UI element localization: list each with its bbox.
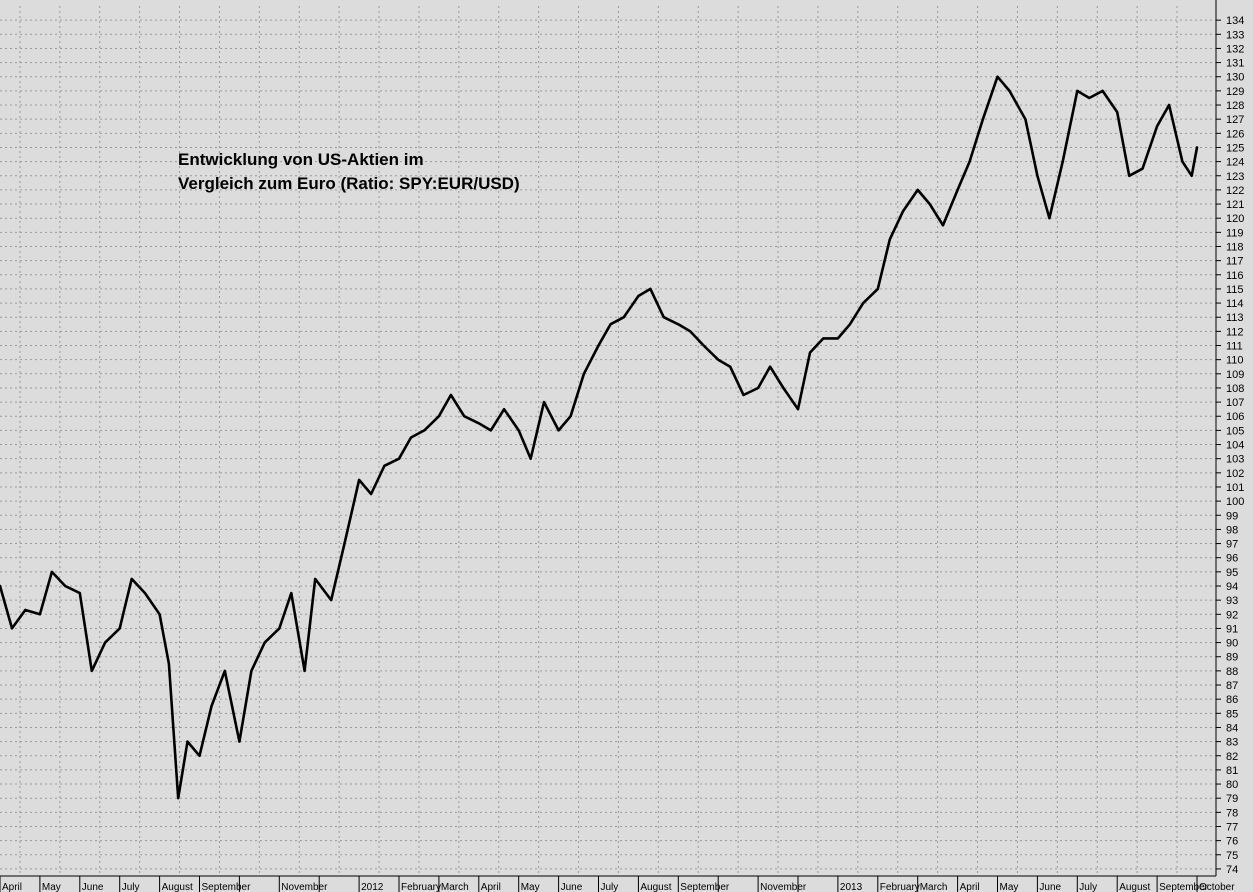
y-tick-label: 109 xyxy=(1226,369,1244,381)
y-tick-label: 126 xyxy=(1226,128,1244,140)
y-tick-label: 102 xyxy=(1226,468,1244,480)
y-tick-label: 100 xyxy=(1226,496,1244,508)
x-tick-label: July xyxy=(1079,882,1097,892)
y-tick-label: 129 xyxy=(1226,86,1244,98)
y-tick-label: 134 xyxy=(1226,15,1244,27)
series-line xyxy=(0,75,1199,800)
x-tick-label: September xyxy=(680,882,730,892)
y-tick-label: 128 xyxy=(1226,100,1244,112)
x-tick-label: February xyxy=(401,882,441,892)
y-tick-label: 84 xyxy=(1226,722,1238,734)
y-tick-label: 81 xyxy=(1226,765,1238,777)
x-axis-ticks: April May June July August September November 2… xyxy=(0,876,1235,892)
y-tick-label: 116 xyxy=(1226,270,1244,282)
y-tick-label: 86 xyxy=(1226,694,1238,706)
y-tick-label: 95 xyxy=(1226,567,1238,579)
chart-title-line-1: Entwicklung von US-Aktien im xyxy=(178,150,424,169)
y-tick-label: 132 xyxy=(1226,43,1244,55)
y-tick-label: 113 xyxy=(1226,312,1244,324)
y-tick-label: 112 xyxy=(1226,326,1244,338)
x-tick-label: November xyxy=(760,882,807,892)
x-tick-label: October xyxy=(1199,882,1235,892)
x-tick-label: May xyxy=(42,882,61,892)
y-tick-label: 123 xyxy=(1226,171,1244,183)
y-tick-label: 76 xyxy=(1226,836,1238,848)
x-tick-label: July xyxy=(122,882,140,892)
x-tick-label: June xyxy=(561,882,583,892)
x-tick-label: August xyxy=(1119,882,1150,892)
x-tick-label: May xyxy=(521,882,540,892)
y-tick-label: 98 xyxy=(1226,524,1238,536)
x-tick-label: June xyxy=(1039,882,1061,892)
y-tick-label: 104 xyxy=(1226,440,1244,452)
y-tick-label: 101 xyxy=(1226,482,1244,494)
y-tick-label: 78 xyxy=(1226,807,1238,819)
y-tick-label: 97 xyxy=(1226,539,1238,551)
y-tick-label: 88 xyxy=(1226,666,1238,678)
y-tick-label: 119 xyxy=(1226,227,1244,239)
y-tick-label: 105 xyxy=(1226,425,1244,437)
y-tick-label: 92 xyxy=(1226,609,1238,621)
y-tick-label: 80 xyxy=(1226,779,1238,791)
axes xyxy=(0,0,1217,877)
y-tick-label: 87 xyxy=(1226,680,1238,692)
y-tick-label: 107 xyxy=(1226,397,1244,409)
y-tick-label: 115 xyxy=(1226,284,1244,296)
y-tick-label: 114 xyxy=(1226,298,1244,310)
y-tick-label: 124 xyxy=(1226,157,1244,169)
y-tick-label: 125 xyxy=(1226,142,1244,154)
y-tick-label: 77 xyxy=(1226,821,1238,833)
x-tick-label: 2013 xyxy=(840,882,863,892)
y-tick-label: 127 xyxy=(1226,114,1244,126)
y-tick-label: 106 xyxy=(1226,411,1244,423)
y-tick-label: 90 xyxy=(1226,638,1238,650)
y-tick-label: 91 xyxy=(1226,623,1238,635)
y-tick-label: 83 xyxy=(1226,737,1238,749)
y-tick-label: 79 xyxy=(1226,793,1238,805)
x-tick-label: April xyxy=(2,882,22,892)
y-axis-ticks: 74 75 76 77 78 79 80 81 82 83 84 85 86 87 88 89 90 91 92 93… xyxy=(1216,15,1244,876)
y-tick-label: 94 xyxy=(1226,581,1238,593)
x-tick-label: August xyxy=(162,882,193,892)
x-tick-label: March xyxy=(441,882,469,892)
y-tick-label: 117 xyxy=(1226,256,1244,268)
y-tick-label: 120 xyxy=(1226,213,1244,225)
y-tick-label: 103 xyxy=(1226,454,1244,466)
x-tick-label: June xyxy=(82,882,104,892)
y-tick-label: 89 xyxy=(1226,652,1238,664)
x-tick-label: February xyxy=(880,882,920,892)
grid xyxy=(0,6,1216,876)
y-tick-label: 133 xyxy=(1226,29,1244,41)
x-tick-label: November xyxy=(281,882,328,892)
y-tick-label: 121 xyxy=(1226,199,1244,211)
chart-title-line-2: Vergleich zum Euro (Ratio: SPY:EUR/USD) xyxy=(178,174,520,193)
x-tick-label: March xyxy=(920,882,948,892)
x-tick-label: May xyxy=(1000,882,1019,892)
x-tick-label: September xyxy=(1159,882,1209,892)
x-tick-label: July xyxy=(601,882,619,892)
x-tick-label: September xyxy=(202,882,252,892)
y-tick-label: 108 xyxy=(1226,383,1244,395)
x-tick-label: April xyxy=(481,882,501,892)
y-tick-label: 85 xyxy=(1226,708,1238,720)
y-tick-label: 122 xyxy=(1226,185,1244,197)
x-tick-label: April xyxy=(960,882,980,892)
y-tick-label: 131 xyxy=(1226,58,1244,70)
x-tick-label: August xyxy=(640,882,671,892)
y-tick-label: 93 xyxy=(1226,595,1238,607)
y-tick-label: 99 xyxy=(1226,510,1238,522)
y-tick-label: 110 xyxy=(1226,355,1244,367)
y-tick-label: 118 xyxy=(1226,241,1244,253)
y-tick-label: 74 xyxy=(1226,864,1238,876)
y-tick-label: 75 xyxy=(1226,850,1238,862)
y-tick-label: 96 xyxy=(1226,553,1238,565)
x-tick-label: 2012 xyxy=(361,882,384,892)
y-tick-label: 82 xyxy=(1226,751,1238,763)
y-tick-label: 130 xyxy=(1226,72,1244,84)
y-tick-label: 111 xyxy=(1226,341,1243,353)
